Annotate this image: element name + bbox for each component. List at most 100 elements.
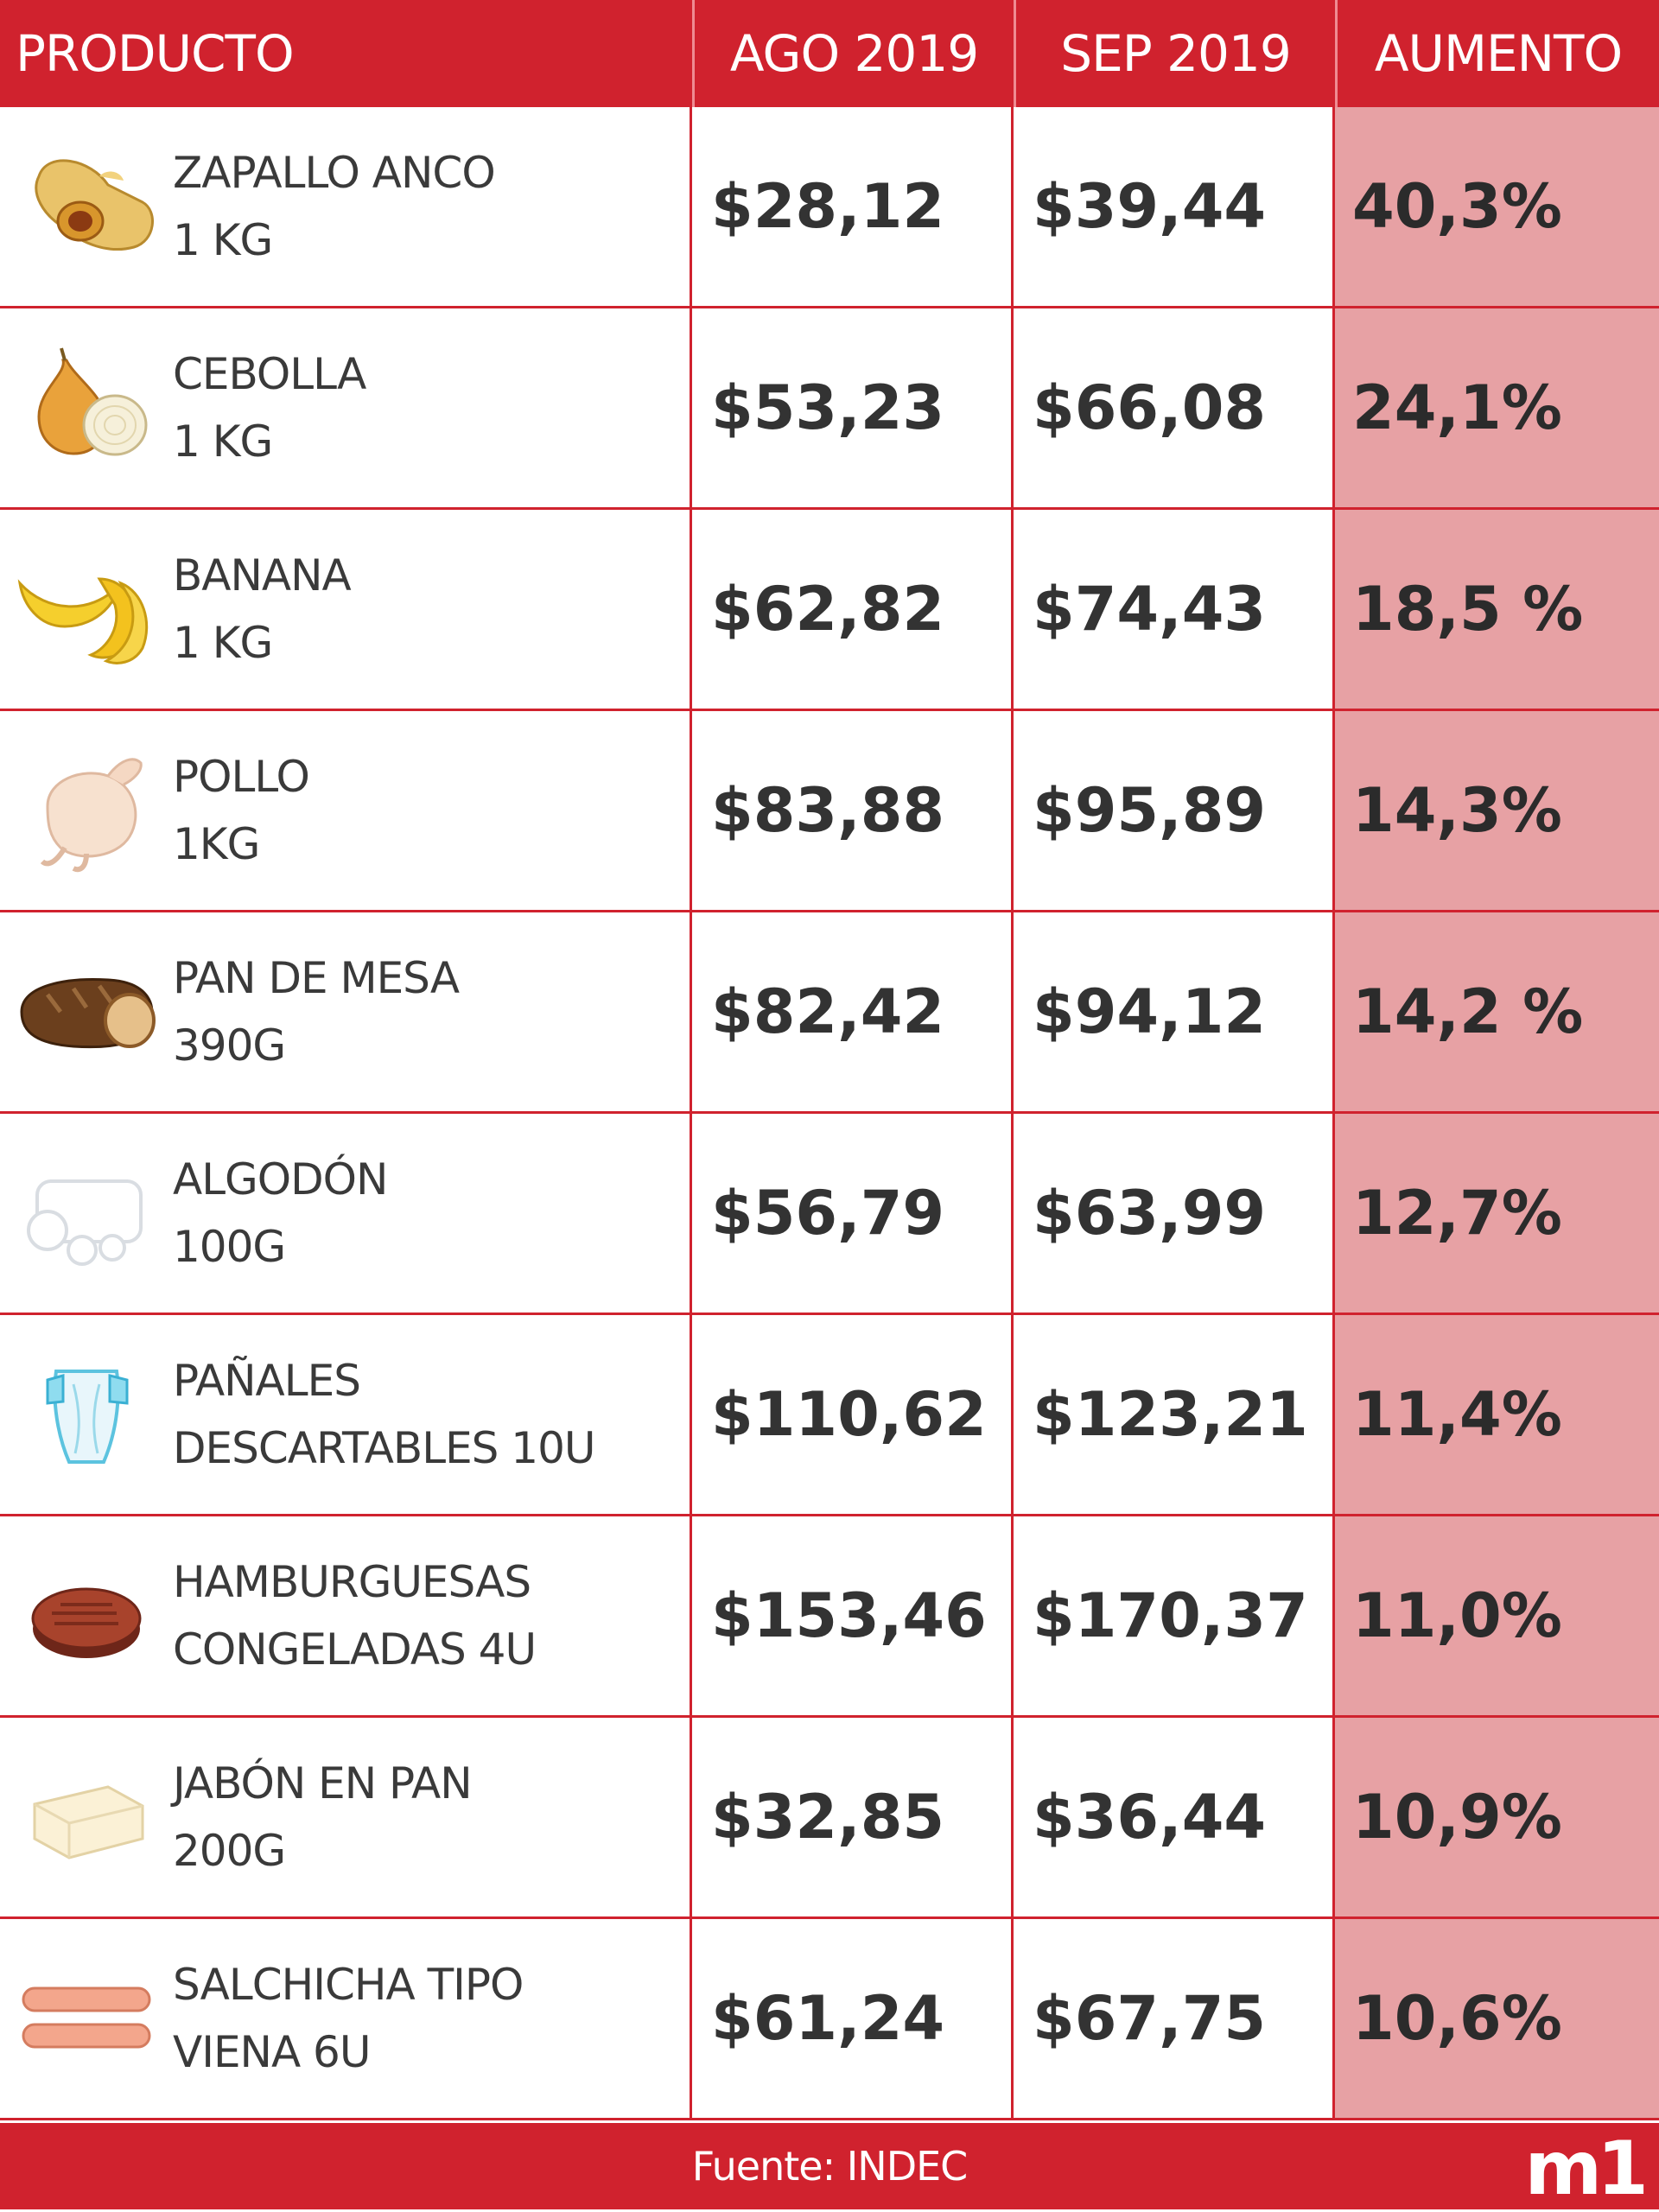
price-aug-2019: $32,85 xyxy=(692,1718,1014,1916)
header-increase: AUMENTO xyxy=(1335,0,1659,107)
increase-value: 24,1% xyxy=(1335,308,1659,507)
product-name: BANANA 1 KG xyxy=(173,542,352,677)
product-name-line1: JABÓN EN PAN xyxy=(173,1758,473,1808)
increase-value: 11,4% xyxy=(1335,1315,1659,1514)
product-cell: SALCHICHA TIPO VIENA 6U xyxy=(0,1919,692,2118)
product-name-line2: 390G xyxy=(173,1020,286,1071)
product-name-line2: 200G xyxy=(173,1826,286,1876)
product-cell: PAN DE MESA 390G xyxy=(0,912,692,1111)
price-aug-2019: $110,62 xyxy=(692,1315,1014,1514)
price-sep-2019: $36,44 xyxy=(1014,1718,1335,1916)
price-aug-2019: $153,46 xyxy=(692,1516,1014,1715)
product-name-line1: CEBOLLA xyxy=(173,349,366,399)
increase-value: 40,3% xyxy=(1335,107,1659,306)
product-cell: CEBOLLA 1 KG xyxy=(0,308,692,507)
header-aug-2019: AGO 2019 xyxy=(692,0,1014,107)
product-name: PAN DE MESA 390G xyxy=(173,944,460,1079)
table-body: ZAPALLO ANCO 1 KG $28,12 $39,44 40,3% CE… xyxy=(0,107,1659,2120)
increase-value: 11,0% xyxy=(1335,1516,1659,1715)
banana-icon xyxy=(0,509,173,710)
table-row: PAN DE MESA 390G $82,42 $94,12 14,2 % xyxy=(0,912,1659,1114)
price-aug-2019: $62,82 xyxy=(692,510,1014,709)
product-cell: ZAPALLO ANCO 1 KG xyxy=(0,107,692,306)
price-sep-2019: $66,08 xyxy=(1014,308,1335,507)
price-sep-2019: $123,21 xyxy=(1014,1315,1335,1514)
m1-logo: m1 xyxy=(1524,2126,1649,2212)
price-aug-2019: $28,12 xyxy=(692,107,1014,306)
price-sep-2019: $63,99 xyxy=(1014,1114,1335,1313)
product-name-line2: 1 KG xyxy=(173,416,273,467)
price-sep-2019: $170,37 xyxy=(1014,1516,1335,1715)
chicken-icon xyxy=(0,710,173,912)
increase-value: 18,5 % xyxy=(1335,510,1659,709)
price-aug-2019: $61,24 xyxy=(692,1919,1014,2118)
product-name: JABÓN EN PAN 200G xyxy=(173,1750,473,1885)
table-row: ALGODÓN 100G $56,79 $63,99 12,7% xyxy=(0,1114,1659,1315)
product-name-line2: DESCARTABLES 10U xyxy=(173,1423,596,1473)
price-aug-2019: $82,42 xyxy=(692,912,1014,1111)
header-product: PRODUCTO xyxy=(16,24,295,83)
onion-icon xyxy=(0,308,173,509)
table-row: BANANA 1 KG $62,82 $74,43 18,5 % xyxy=(0,510,1659,711)
table-header: PRODUCTO AGO 2019 SEP 2019 AUMENTO xyxy=(0,0,1659,107)
burger-patty-icon xyxy=(0,1516,173,1717)
table-row: SALCHICHA TIPO VIENA 6U $61,24 $67,75 10… xyxy=(0,1919,1659,2120)
increase-value: 14,2 % xyxy=(1335,912,1659,1111)
product-name-line2: 1 KG xyxy=(173,215,273,265)
product-name-line1: SALCHICHA TIPO xyxy=(173,1960,524,2010)
product-cell: ALGODÓN 100G xyxy=(0,1114,692,1313)
increase-value: 12,7% xyxy=(1335,1114,1659,1313)
product-name: ALGODÓN 100G xyxy=(173,1146,388,1281)
product-name-line1: PAÑALES xyxy=(173,1356,361,1406)
product-cell: JABÓN EN PAN 200G xyxy=(0,1718,692,1916)
product-name: HAMBURGUESAS CONGELADAS 4U xyxy=(173,1548,537,1683)
diaper-icon xyxy=(0,1314,173,1516)
increase-value: 10,9% xyxy=(1335,1718,1659,1916)
product-name: POLLO 1KG xyxy=(173,743,310,878)
product-name-line1: HAMBURGUESAS xyxy=(173,1557,531,1607)
price-sep-2019: $74,43 xyxy=(1014,510,1335,709)
header-sep-2019: SEP 2019 xyxy=(1014,0,1335,107)
product-cell: HAMBURGUESAS CONGELADAS 4U xyxy=(0,1516,692,1715)
bread-icon xyxy=(0,912,173,1113)
price-sep-2019: $94,12 xyxy=(1014,912,1335,1111)
table-row: HAMBURGUESAS CONGELADAS 4U $153,46 $170,… xyxy=(0,1516,1659,1718)
table-row: ZAPALLO ANCO 1 KG $28,12 $39,44 40,3% xyxy=(0,107,1659,308)
product-name-line2: 1 KG xyxy=(173,618,273,668)
price-aug-2019: $83,88 xyxy=(692,711,1014,910)
product-name-line1: ZAPALLO ANCO xyxy=(173,148,496,198)
squash-icon xyxy=(0,106,173,308)
price-sep-2019: $67,75 xyxy=(1014,1919,1335,2118)
price-aug-2019: $56,79 xyxy=(692,1114,1014,1313)
product-name-line1: ALGODÓN xyxy=(173,1154,388,1205)
price-sep-2019: $39,44 xyxy=(1014,107,1335,306)
soap-bar-icon xyxy=(0,1717,173,1918)
table-row: CEBOLLA 1 KG $53,23 $66,08 24,1% xyxy=(0,308,1659,510)
price-sep-2019: $95,89 xyxy=(1014,711,1335,910)
table-row: PAÑALES DESCARTABLES 10U $110,62 $123,21… xyxy=(0,1315,1659,1516)
product-name-line2: 1KG xyxy=(173,819,260,869)
product-name-line2: VIENA 6U xyxy=(173,2027,371,2077)
increase-value: 14,3% xyxy=(1335,711,1659,910)
product-cell: BANANA 1 KG xyxy=(0,510,692,709)
product-name-line1: PAN DE MESA xyxy=(173,953,460,1003)
cotton-icon xyxy=(0,1113,173,1314)
product-cell: POLLO 1KG xyxy=(0,711,692,910)
product-name-line2: CONGELADAS 4U xyxy=(173,1624,537,1675)
sausage-icon xyxy=(0,1918,173,2120)
product-name: PAÑALES DESCARTABLES 10U xyxy=(173,1347,596,1482)
product-name-line1: BANANA xyxy=(173,550,352,601)
price-aug-2019: $53,23 xyxy=(692,308,1014,507)
product-name-line2: 100G xyxy=(173,1222,286,1272)
table-row: JABÓN EN PAN 200G $32,85 $36,44 10,9% xyxy=(0,1718,1659,1919)
increase-value: 10,6% xyxy=(1335,1919,1659,2118)
product-name: CEBOLLA 1 KG xyxy=(173,340,366,475)
product-name-line1: POLLO xyxy=(173,752,310,802)
footer-bar: Fuente: INDEC m1 xyxy=(0,2123,1659,2209)
table-row: POLLO 1KG $83,88 $95,89 14,3% xyxy=(0,711,1659,912)
product-cell: PAÑALES DESCARTABLES 10U xyxy=(0,1315,692,1514)
product-name: SALCHICHA TIPO VIENA 6U xyxy=(173,1951,524,2086)
product-name: ZAPALLO ANCO 1 KG xyxy=(173,139,496,274)
source-note: Fuente: INDEC xyxy=(691,2143,969,2190)
